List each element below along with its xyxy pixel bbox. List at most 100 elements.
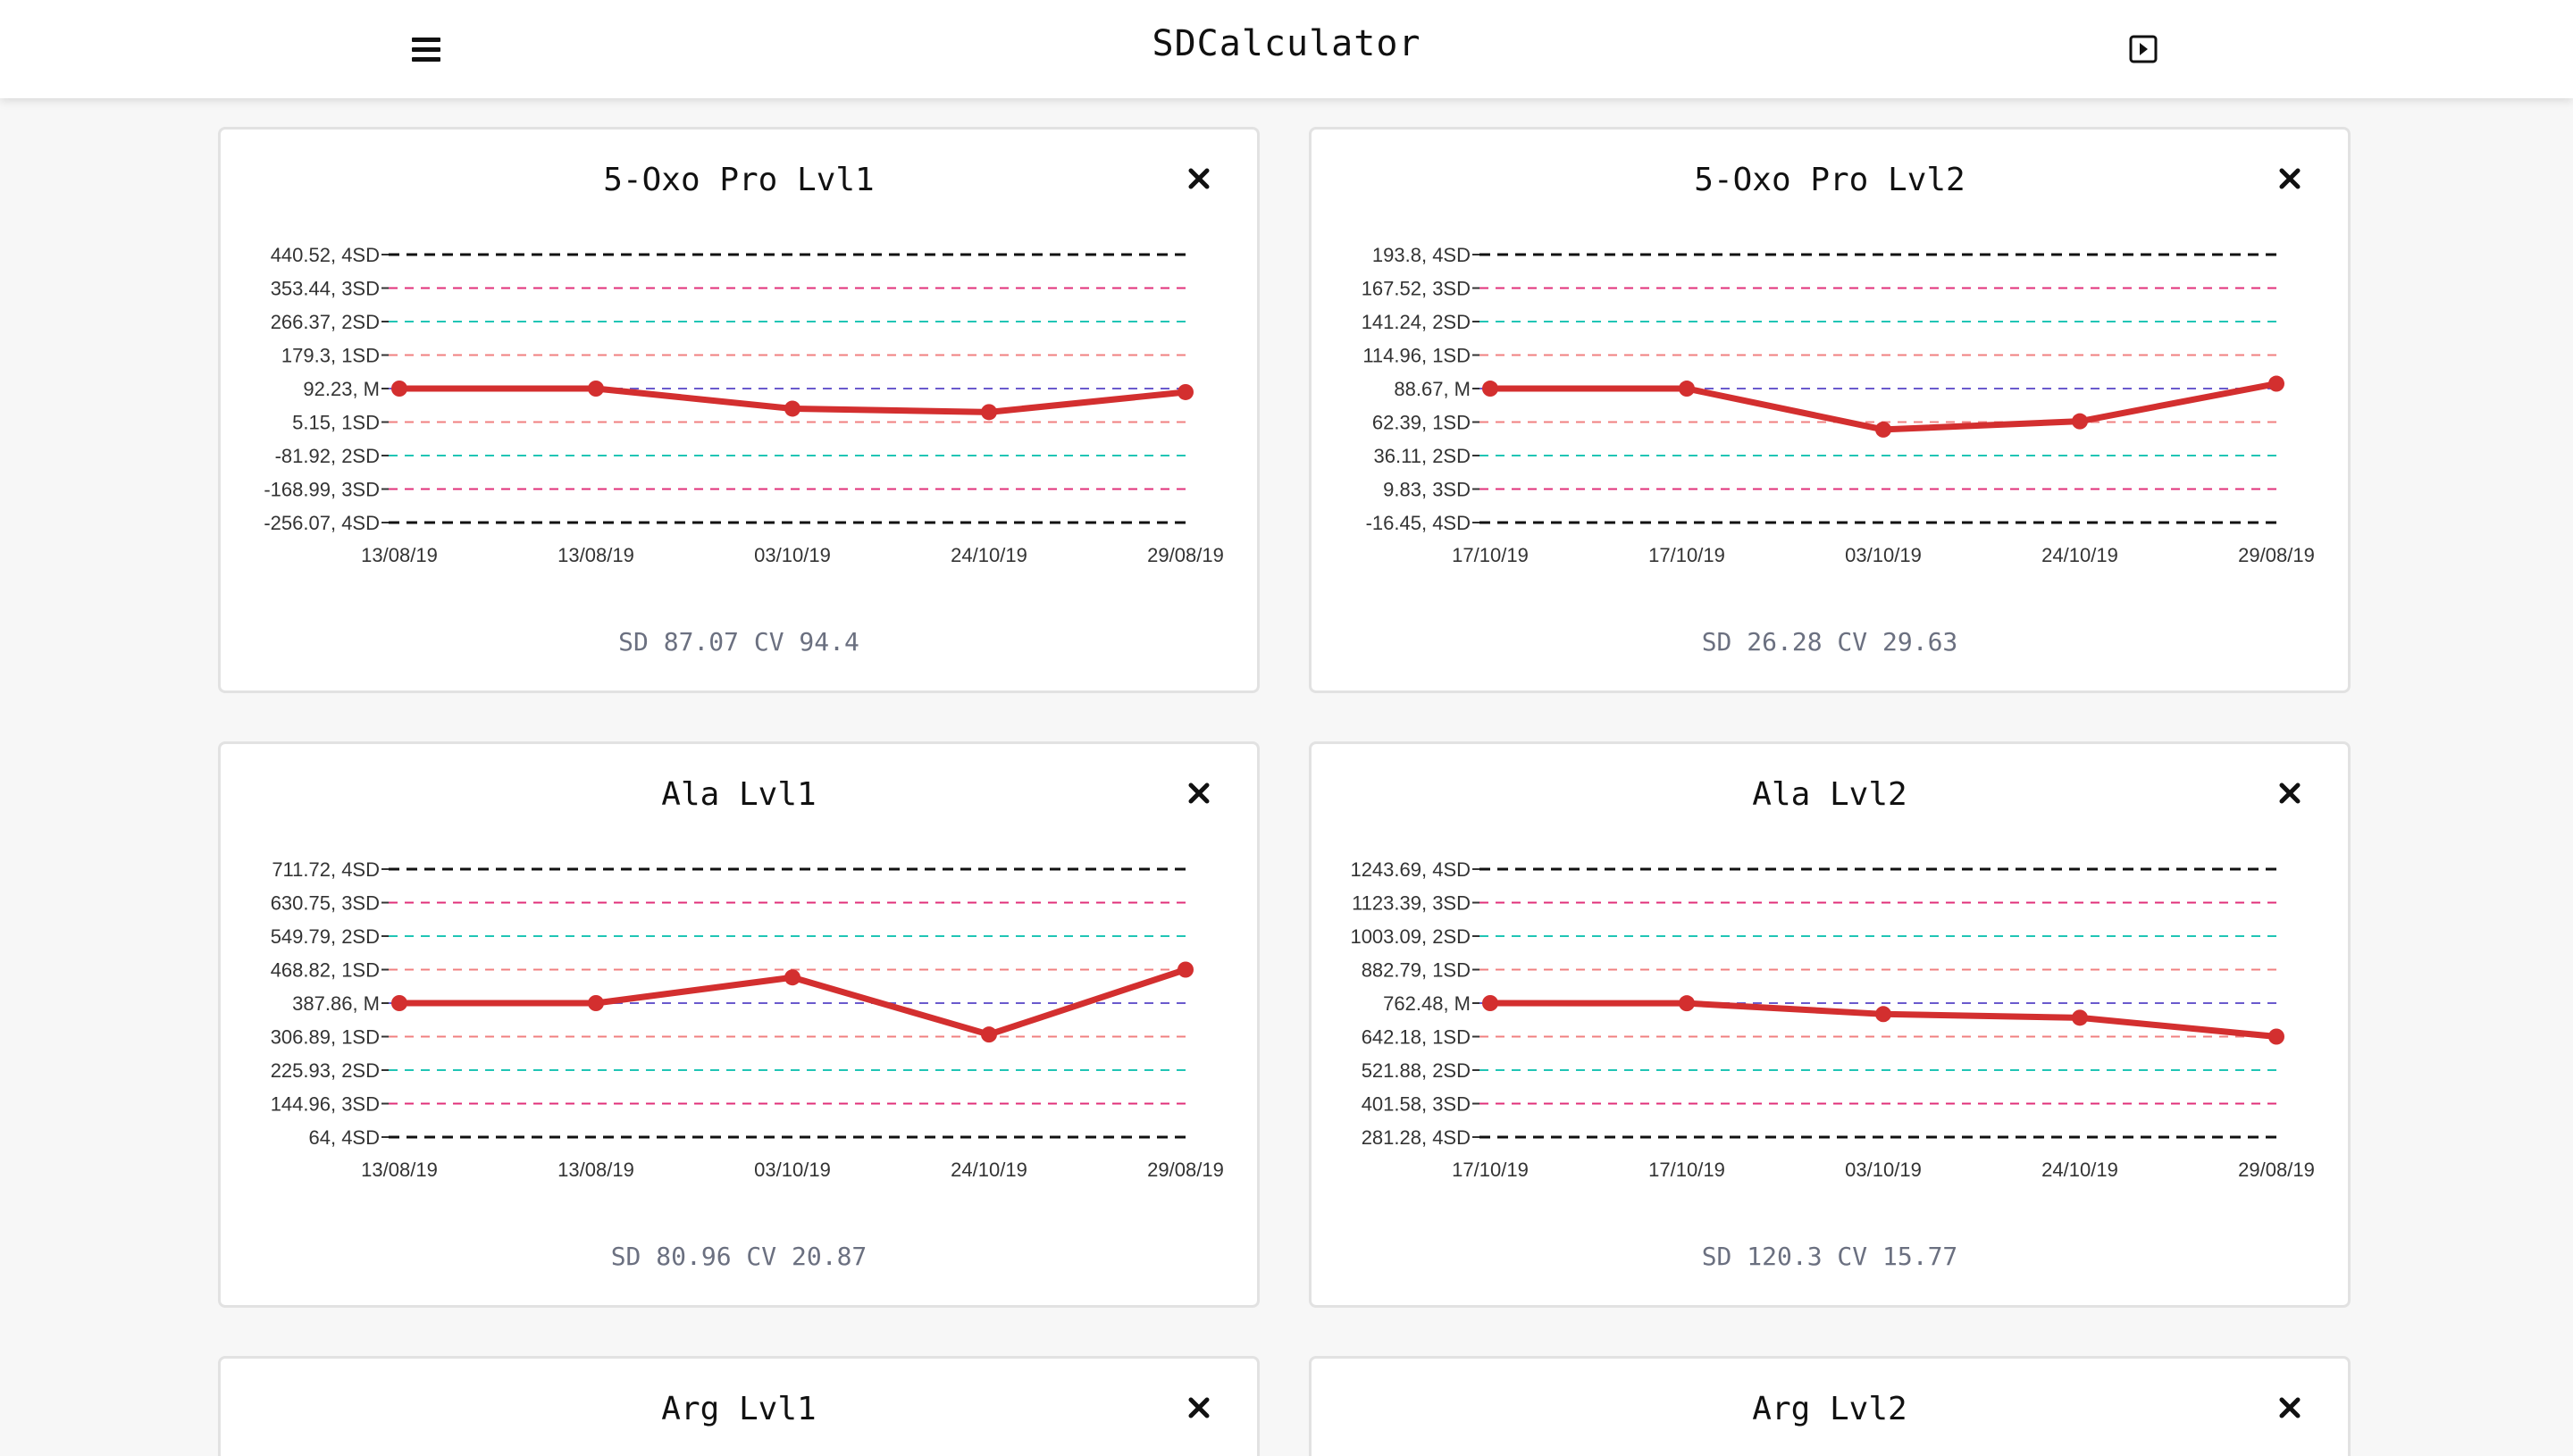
close-button[interactable] <box>1184 163 1214 194</box>
y-tick-label: 62.39, 1SD <box>1372 412 1471 434</box>
y-tick-label: 353.44, 3SD <box>271 278 380 300</box>
close-button[interactable] <box>2275 163 2305 194</box>
data-point[interactable] <box>1482 995 1498 1012</box>
close-icon <box>1188 1397 1210 1418</box>
y-tick-label: 401.58, 3SD <box>1362 1093 1471 1116</box>
y-tick-label: 306.89, 1SD <box>271 1026 380 1049</box>
y-tick-label: 642.18, 1SD <box>1362 1026 1471 1049</box>
x-tick-label: 17/10/19 <box>1452 544 1529 566</box>
close-button[interactable] <box>2275 1393 2305 1423</box>
line-chart: 193.8, 4SD 167.52, 3SD 141.24, 2SD 114.96, … <box>1362 244 2315 566</box>
y-tick-label: 882.79, 1SD <box>1362 958 1471 981</box>
chart-card: 5-Oxo Pro Lvl2 193.8, 4SD 167.52, 3SD 141.2… <box>1309 127 2351 693</box>
y-tick-label: 114.96, 1SD <box>1362 344 1471 366</box>
close-icon <box>2279 168 2301 189</box>
y-tick-label: 36.11, 2SD <box>1374 445 1471 467</box>
x-tick-label: 13/08/19 <box>557 1159 634 1181</box>
chart-card: Ala Lvl2 1243.69, 4SD 1123.39, 3SD 1003.09,… <box>1309 741 2351 1308</box>
line-chart: 711.72, 4SD 630.75, 3SD 549.79, 2SD 468.82,… <box>271 858 1224 1181</box>
menu-button[interactable] <box>408 32 449 68</box>
data-point[interactable] <box>1482 381 1498 397</box>
y-tick-label: 440.52, 4SD <box>271 244 380 266</box>
y-tick-label: 225.93, 2SD <box>271 1059 380 1082</box>
data-point[interactable] <box>784 969 800 986</box>
sidebar-toggle-button[interactable] <box>2128 34 2158 64</box>
close-button[interactable] <box>1184 778 1214 808</box>
x-tick-label: 24/10/19 <box>2041 1159 2118 1181</box>
data-point[interactable] <box>2268 375 2284 392</box>
y-tick-label: 193.8, 4SD <box>1372 244 1471 266</box>
chart-card: Ala Lvl1 711.72, 4SD 630.75, 3SD 549.79, 2S… <box>218 741 1260 1308</box>
x-tick-label: 13/08/19 <box>557 544 634 566</box>
data-point[interactable] <box>391 995 407 1011</box>
y-tick-label: 549.79, 2SD <box>271 925 380 948</box>
x-tick-label: 03/10/19 <box>754 544 831 566</box>
chart-card: Arg Lvl2 <box>1309 1356 2351 1456</box>
data-point[interactable] <box>981 1026 997 1043</box>
x-tick-label: 24/10/19 <box>951 544 1027 566</box>
data-point[interactable] <box>588 995 604 1011</box>
y-tick-label: -81.92, 2SD <box>275 445 380 467</box>
x-tick-label: 13/08/19 <box>361 1159 438 1181</box>
x-tick-label: 03/10/19 <box>1845 544 1922 566</box>
x-tick-label: 29/08/19 <box>2238 544 2315 566</box>
top-bar: SDCalculator <box>0 0 2573 98</box>
close-button[interactable] <box>1184 1393 1214 1423</box>
x-tick-label: 03/10/19 <box>754 1159 831 1181</box>
data-point[interactable] <box>784 400 800 417</box>
y-tick-label: 711.72, 4SD <box>272 858 380 881</box>
x-tick-label: 13/08/19 <box>361 544 438 566</box>
data-point[interactable] <box>1679 381 1695 397</box>
close-icon <box>2279 1397 2301 1418</box>
x-tick-label: 03/10/19 <box>1845 1159 1922 1181</box>
card-title: Ala Lvl1 <box>661 776 817 813</box>
x-tick-label: 24/10/19 <box>951 1159 1027 1181</box>
card-title: 5-Oxo Pro Lvl2 <box>1694 162 1965 198</box>
chart-card: 5-Oxo Pro Lvl1 440.52, 4SD 353.44, 3SD 266.… <box>218 127 1260 693</box>
data-point[interactable] <box>1178 961 1194 978</box>
close-icon <box>1188 168 1210 189</box>
y-tick-label: 521.88, 2SD <box>1362 1059 1471 1082</box>
stats-text: SD 87.07 CV 94.4 <box>618 627 859 657</box>
line-chart: 1243.69, 4SD 1123.39, 3SD 1003.09, 2SD 882.… <box>1350 858 2314 1181</box>
y-tick-label: 144.96, 3SD <box>271 1093 380 1116</box>
y-tick-label: 88.67, M <box>1394 378 1471 400</box>
x-tick-label: 29/08/19 <box>1147 544 1224 566</box>
data-point[interactable] <box>2072 1009 2088 1026</box>
line-chart: 440.52, 4SD 353.44, 3SD 266.37, 2SD 179.3, … <box>264 244 1224 566</box>
data-point[interactable] <box>2268 1028 2284 1045</box>
card-title: Arg Lvl1 <box>661 1391 817 1427</box>
y-tick-label: 141.24, 2SD <box>1362 311 1471 333</box>
data-point[interactable] <box>2072 413 2088 430</box>
y-tick-label: 5.15, 1SD <box>292 412 380 434</box>
y-tick-label: 468.82, 1SD <box>271 959 380 982</box>
data-point[interactable] <box>1679 995 1695 1012</box>
chart-card: Arg Lvl1 <box>218 1356 1260 1456</box>
data-point[interactable] <box>1178 383 1194 400</box>
x-tick-label: 17/10/19 <box>1452 1159 1529 1181</box>
close-icon <box>2279 782 2301 804</box>
card-title: Ala Lvl2 <box>1752 776 1907 813</box>
y-tick-label: -16.45, 4SD <box>1366 512 1471 534</box>
y-tick-label: -256.07, 4SD <box>264 512 380 534</box>
y-tick-label: 64, 4SD <box>309 1126 381 1149</box>
data-point[interactable] <box>1875 421 1891 438</box>
close-button[interactable] <box>2275 778 2305 808</box>
y-tick-label: 92.23, M <box>303 378 380 400</box>
x-tick-label: 29/08/19 <box>1147 1159 1224 1181</box>
y-tick-label: 9.83, 3SD <box>1383 479 1471 501</box>
hamburger-icon-line <box>412 57 440 62</box>
close-icon <box>1188 782 1210 804</box>
data-point[interactable] <box>1875 1006 1891 1023</box>
y-tick-label: 762.48, M <box>1383 992 1471 1015</box>
data-point[interactable] <box>588 380 604 397</box>
chart-grid: 5-Oxo Pro Lvl1 440.52, 4SD 353.44, 3SD 266.… <box>0 98 2573 1456</box>
hamburger-icon <box>412 38 440 42</box>
y-tick-label: 281.28, 4SD <box>1362 1126 1471 1149</box>
y-tick-label: 266.37, 2SD <box>271 311 380 333</box>
y-tick-label: 179.3, 1SD <box>281 344 380 366</box>
data-point[interactable] <box>981 404 997 421</box>
data-point[interactable] <box>391 380 407 397</box>
y-tick-label: 630.75, 3SD <box>271 892 380 915</box>
y-tick-label: 1123.39, 3SD <box>1352 891 1471 914</box>
